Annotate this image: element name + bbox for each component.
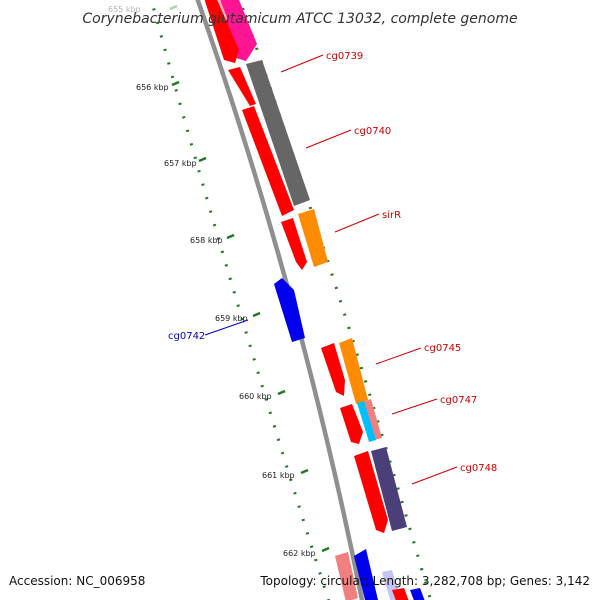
kbp-tick-mark bbox=[169, 4, 178, 11]
gene-feature-pink-bottom[interactable] bbox=[335, 552, 358, 600]
gene-label-cg0745[interactable]: cg0745 bbox=[424, 343, 461, 354]
leader-cg0745 bbox=[375, 347, 422, 365]
kbp-label: 655 kbp bbox=[108, 5, 141, 14]
gene-label-cg0739[interactable]: cg0739 bbox=[326, 51, 363, 62]
kbp-tick-mark bbox=[321, 546, 330, 553]
gene-labels: cg0739 cg0740 sirR cg0742 cg0745 cg0747 … bbox=[168, 51, 497, 485]
gene-features bbox=[203, 0, 426, 600]
leader-cg0739 bbox=[280, 54, 324, 73]
leader-cg0740 bbox=[305, 129, 352, 149]
kbp-label: 661 kbp bbox=[262, 471, 295, 480]
leader-cg0747 bbox=[391, 398, 438, 415]
kbp-label: 656 kbp bbox=[136, 83, 169, 92]
inner-dotted-scale bbox=[149, 0, 330, 600]
leader-cg0742 bbox=[204, 319, 249, 336]
kbp-label: 657 kbp bbox=[164, 159, 197, 168]
gene-label-cg0742[interactable]: cg0742 bbox=[168, 331, 205, 342]
gene-feature-red-5[interactable] bbox=[321, 343, 345, 396]
kbp-tick-mark bbox=[226, 233, 235, 240]
kbp-tick-mark bbox=[252, 311, 261, 318]
gene-label-cg0748[interactable]: cg0748 bbox=[460, 463, 497, 474]
kbp-label: 660 kbp bbox=[239, 392, 272, 401]
gene-feature-red-1[interactable] bbox=[203, 0, 239, 63]
gene-feature-gray-cg0740[interactable] bbox=[246, 60, 310, 206]
gene-feature-red-7[interactable] bbox=[354, 451, 388, 533]
gene-label-cg0747[interactable]: cg0747 bbox=[440, 395, 477, 406]
map-title: Corynebacterium glutamicum ATCC 13032, c… bbox=[82, 11, 517, 27]
gene-feature-blue-cg0742[interactable] bbox=[274, 278, 305, 342]
gene-feature-orange-cg0745[interactable] bbox=[339, 338, 368, 404]
gene-feature-pink-cg0747[interactable] bbox=[363, 399, 382, 440]
gene-feature-red-6[interactable] bbox=[340, 404, 363, 444]
gene-feature-blue-bottom-2[interactable] bbox=[410, 588, 426, 600]
gene-feature-red-bottom[interactable] bbox=[392, 588, 410, 600]
kbp-label: 659 kbp bbox=[215, 314, 248, 323]
accession-text: Accession: NC_006958 bbox=[9, 574, 146, 588]
gene-label-cg0740[interactable]: cg0740 bbox=[354, 126, 391, 137]
gene-feature-red-2[interactable] bbox=[228, 67, 256, 106]
topology-text: Topology: circular; Length: 3,282,708 bp… bbox=[260, 574, 590, 588]
gene-feature-cyan[interactable] bbox=[357, 401, 376, 442]
gene-feature-orange-sirR[interactable] bbox=[298, 209, 328, 267]
gene-feature-magenta-top[interactable] bbox=[219, 0, 257, 61]
gene-label-sirR[interactable]: sirR bbox=[382, 210, 401, 221]
kbp-tick-mark bbox=[277, 389, 286, 396]
gene-feature-blue-bottom[interactable] bbox=[354, 549, 378, 600]
kbp-label: 658 kbp bbox=[190, 236, 223, 245]
kbp-tick-mark bbox=[171, 80, 180, 87]
kbp-tick-mark bbox=[300, 468, 309, 475]
gene-feature-red-4[interactable] bbox=[281, 218, 307, 270]
leader-sirR bbox=[334, 213, 380, 233]
gene-feature-red-3[interactable] bbox=[242, 106, 294, 216]
leader-cg0748 bbox=[411, 466, 458, 485]
kbp-tick-mark bbox=[198, 156, 207, 163]
gene-feature-purple-cg0748[interactable] bbox=[371, 447, 407, 531]
kbp-label: 662 kbp bbox=[283, 549, 316, 558]
kbp-scale: 655 kbp 656 kbp 657 kbp 658 kbp 659 kbp 660 k… bbox=[108, 0, 433, 600]
